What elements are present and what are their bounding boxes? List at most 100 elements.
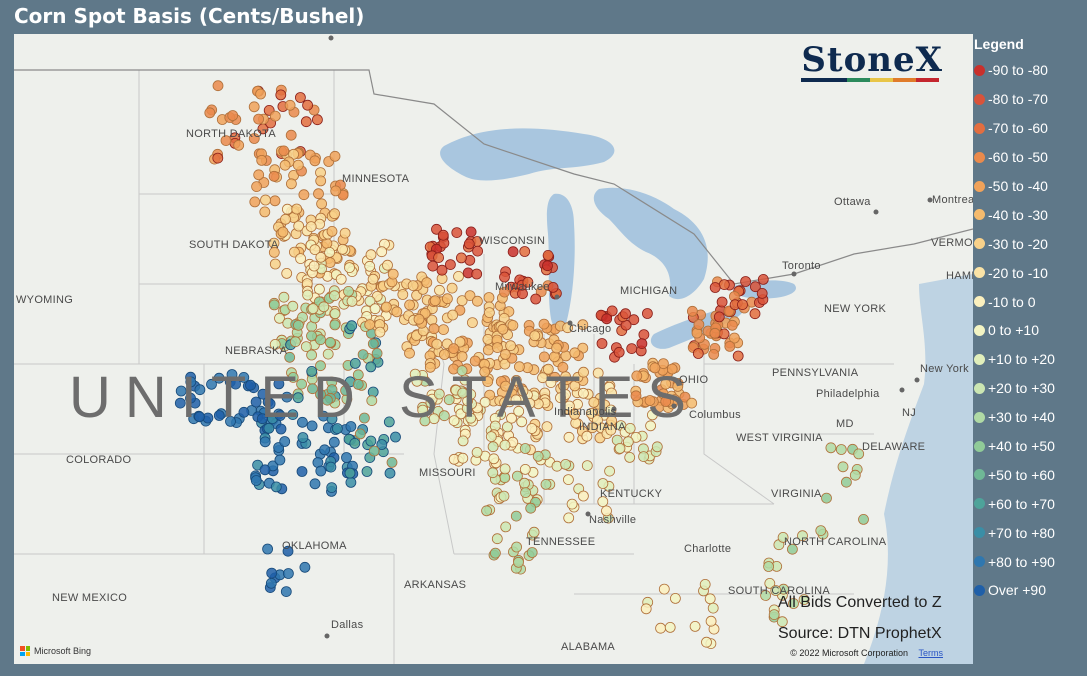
legend-label: -50 to -40 [988, 178, 1048, 194]
bid-point [220, 135, 232, 146]
bid-point [357, 349, 369, 361]
bid-point [326, 225, 338, 237]
bid-point [718, 328, 730, 340]
bid-point [369, 303, 381, 315]
bid-point [274, 410, 286, 421]
bid-point [499, 439, 511, 451]
bid-point [655, 622, 666, 634]
bid-point [264, 398, 276, 410]
city-dot [914, 377, 920, 383]
bid-point [249, 196, 261, 208]
bid-point [620, 308, 631, 320]
bid-point [308, 260, 320, 272]
bid-point [511, 470, 523, 482]
bid-point [500, 521, 512, 533]
bid-point [292, 319, 304, 331]
bid-point [330, 185, 342, 197]
bid-point [297, 432, 309, 443]
bid-point [645, 420, 656, 432]
legend-item: +40 to +50 [974, 432, 1084, 461]
bid-point [289, 336, 301, 348]
logo-bar-segment [801, 78, 825, 82]
legend-item: +80 to +90 [974, 547, 1084, 576]
city-dot [585, 511, 591, 517]
place-label: NJ [902, 407, 917, 419]
bid-point [407, 280, 419, 292]
bid-point [335, 273, 347, 285]
bid-point [471, 295, 483, 307]
bid-point [540, 478, 552, 490]
basis-points [174, 35, 933, 649]
bid-point [322, 348, 334, 360]
bid-point [212, 152, 224, 164]
bid-point [592, 414, 603, 426]
bid-point [250, 396, 262, 408]
bid-point [444, 259, 456, 271]
place-label: MICHIGAN [620, 285, 678, 297]
bid-point [482, 333, 494, 345]
bid-point [294, 92, 306, 103]
bid-point [349, 357, 361, 369]
bid-point [431, 223, 442, 235]
bid-point [597, 496, 609, 508]
bid-point [642, 308, 653, 319]
bid-point [428, 323, 440, 335]
place-label: NEBRASKA [225, 345, 288, 357]
bid-point [328, 436, 340, 448]
bid-point [262, 543, 274, 555]
bid-point [624, 422, 636, 434]
bid-point [227, 110, 239, 121]
bing-label: Microsoft Bing [34, 646, 92, 656]
terms-link[interactable]: Terms [918, 648, 944, 658]
bid-point [281, 391, 293, 403]
bid-point [513, 361, 525, 373]
bid-point [664, 622, 676, 633]
legend-item: -30 to -20 [974, 229, 1084, 258]
bid-point [352, 378, 364, 390]
bid-point [346, 295, 358, 307]
bid-point [499, 286, 510, 298]
logo-bar-segment [893, 78, 917, 82]
bid-point [291, 203, 303, 215]
bid-point [519, 463, 531, 475]
bid-point [519, 443, 531, 454]
place-label: COLORADO [66, 454, 132, 466]
bid-point [520, 487, 532, 499]
bid-point [689, 621, 701, 632]
bid-point [726, 319, 738, 331]
bid-point [311, 114, 323, 126]
place-label: HAMPSHIRE [946, 270, 973, 282]
bid-point [305, 221, 317, 233]
bid-point [367, 273, 379, 285]
bid-point [300, 116, 312, 128]
city-dot [791, 271, 797, 277]
bid-point [756, 287, 768, 299]
copyright: © 2022 Microsoft Corporation Terms [790, 648, 943, 658]
bid-point [315, 175, 327, 187]
bid-point [737, 299, 748, 311]
bid-point [250, 475, 262, 486]
city-dot [899, 387, 905, 393]
bid-point [273, 378, 285, 390]
legend-item: +70 to +80 [974, 518, 1084, 547]
bid-point [437, 229, 449, 241]
basis-map[interactable]: UNITED STATES NORTH DAKOTA MINNESOTA SOUTH … [14, 34, 973, 664]
bid-point [482, 344, 494, 356]
bid-point [489, 547, 501, 559]
bid-point [329, 319, 341, 331]
bid-point [282, 568, 294, 579]
bid-point [225, 415, 236, 427]
bid-point [601, 313, 613, 325]
bid-point [701, 636, 712, 648]
place-label: New York [920, 363, 969, 375]
bid-point [545, 377, 557, 389]
bid-point [526, 423, 538, 434]
bid-point [282, 545, 294, 557]
bid-point [371, 347, 383, 359]
bid-point [174, 397, 186, 409]
legend-label: -10 to 0 [988, 293, 1036, 310]
place-label: DELAWARE [862, 441, 926, 453]
bid-point [280, 586, 292, 597]
city-dot [567, 320, 573, 326]
bid-point [364, 260, 376, 272]
